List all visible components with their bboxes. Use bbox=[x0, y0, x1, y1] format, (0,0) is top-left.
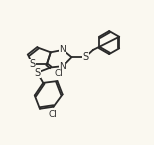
Text: S: S bbox=[82, 52, 88, 62]
Text: N: N bbox=[59, 62, 66, 71]
Text: S: S bbox=[34, 68, 40, 78]
Text: S: S bbox=[30, 59, 36, 69]
Text: N: N bbox=[59, 46, 66, 55]
Text: Cl: Cl bbox=[48, 110, 57, 119]
Text: Cl: Cl bbox=[55, 69, 64, 78]
